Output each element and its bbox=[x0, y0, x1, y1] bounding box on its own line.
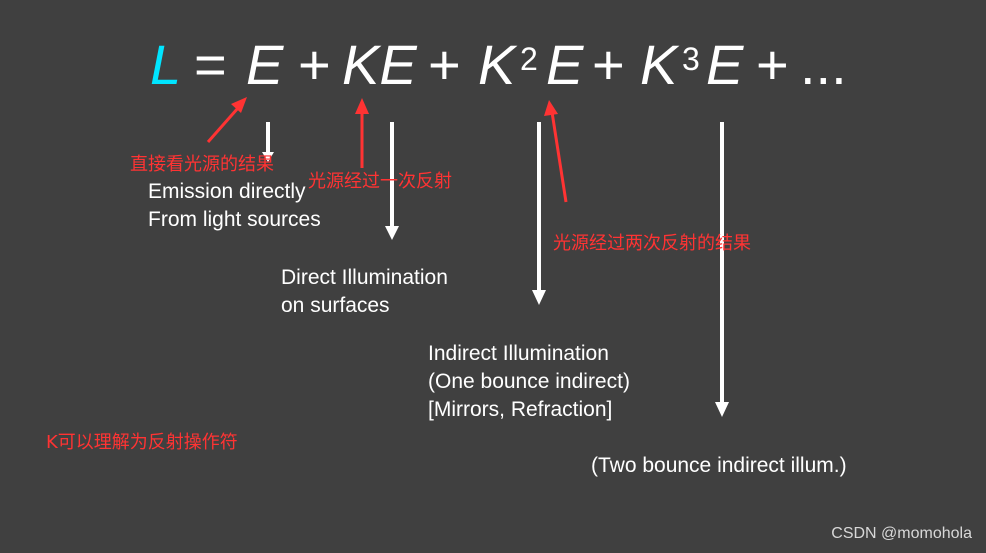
arrow-indirect-head bbox=[532, 290, 546, 305]
eq-E-3: E bbox=[546, 33, 584, 96]
eq-plus-2: + bbox=[428, 33, 461, 96]
annotation-one-bounce: 光源经过一次反射 bbox=[308, 171, 452, 192]
eq-E: E bbox=[246, 33, 284, 96]
annotation-two-bounce: 光源经过两次反射的结果 bbox=[553, 233, 751, 254]
indirect-label: Indirect Illumination (One bounce indire… bbox=[428, 340, 630, 424]
red-arrow-E bbox=[206, 107, 240, 143]
eq-ellipsis: ... bbox=[800, 33, 847, 96]
red-arrow-K2E bbox=[550, 111, 568, 203]
emission-line-1: Emission directly bbox=[148, 180, 306, 203]
eq-K-cubed: K bbox=[640, 33, 678, 96]
eq-plus-3: + bbox=[592, 33, 625, 96]
indirect-line-1: Indirect Illumination bbox=[428, 342, 609, 365]
direct-label: Direct Illumination on surfaces bbox=[281, 264, 448, 320]
arrow-emission-head bbox=[262, 152, 274, 162]
eq-KE: KE bbox=[342, 33, 417, 96]
indirect-line-2: (One bounce indirect) bbox=[428, 370, 630, 393]
eq-plus-1: + bbox=[298, 33, 331, 96]
emission-label: Emission directly From light sources bbox=[148, 178, 321, 234]
direct-line-2: on surfaces bbox=[281, 294, 390, 317]
annotation-k-meaning: K可以理解为反射操作符 bbox=[46, 432, 238, 453]
two-bounce-label: (Two bounce indirect illum.) bbox=[591, 454, 847, 477]
eq-K-squared: K bbox=[478, 33, 516, 96]
eq-plus-4: + bbox=[756, 33, 789, 96]
arrow-direct-head bbox=[385, 226, 399, 240]
eq-L: L bbox=[150, 33, 182, 96]
direct-line-1: Direct Illumination bbox=[281, 266, 448, 289]
eq-exponent-3: 3 bbox=[682, 41, 700, 77]
emission-line-2: From light sources bbox=[148, 208, 321, 231]
red-arrow-E-head bbox=[231, 97, 247, 113]
eq-equals: = bbox=[194, 33, 227, 96]
arrow-two-bounce-head bbox=[715, 402, 729, 417]
annotation-direct-view: 直接看光源的结果 bbox=[130, 154, 274, 175]
eq-exponent-2: 2 bbox=[520, 41, 538, 77]
red-arrow-KE-head bbox=[355, 98, 369, 114]
watermark: CSDN @momohola bbox=[831, 525, 972, 542]
indirect-line-3: [Mirrors, Refraction] bbox=[428, 398, 613, 421]
eq-E-4: E bbox=[706, 33, 744, 96]
red-arrow-K2E-head bbox=[544, 100, 558, 116]
